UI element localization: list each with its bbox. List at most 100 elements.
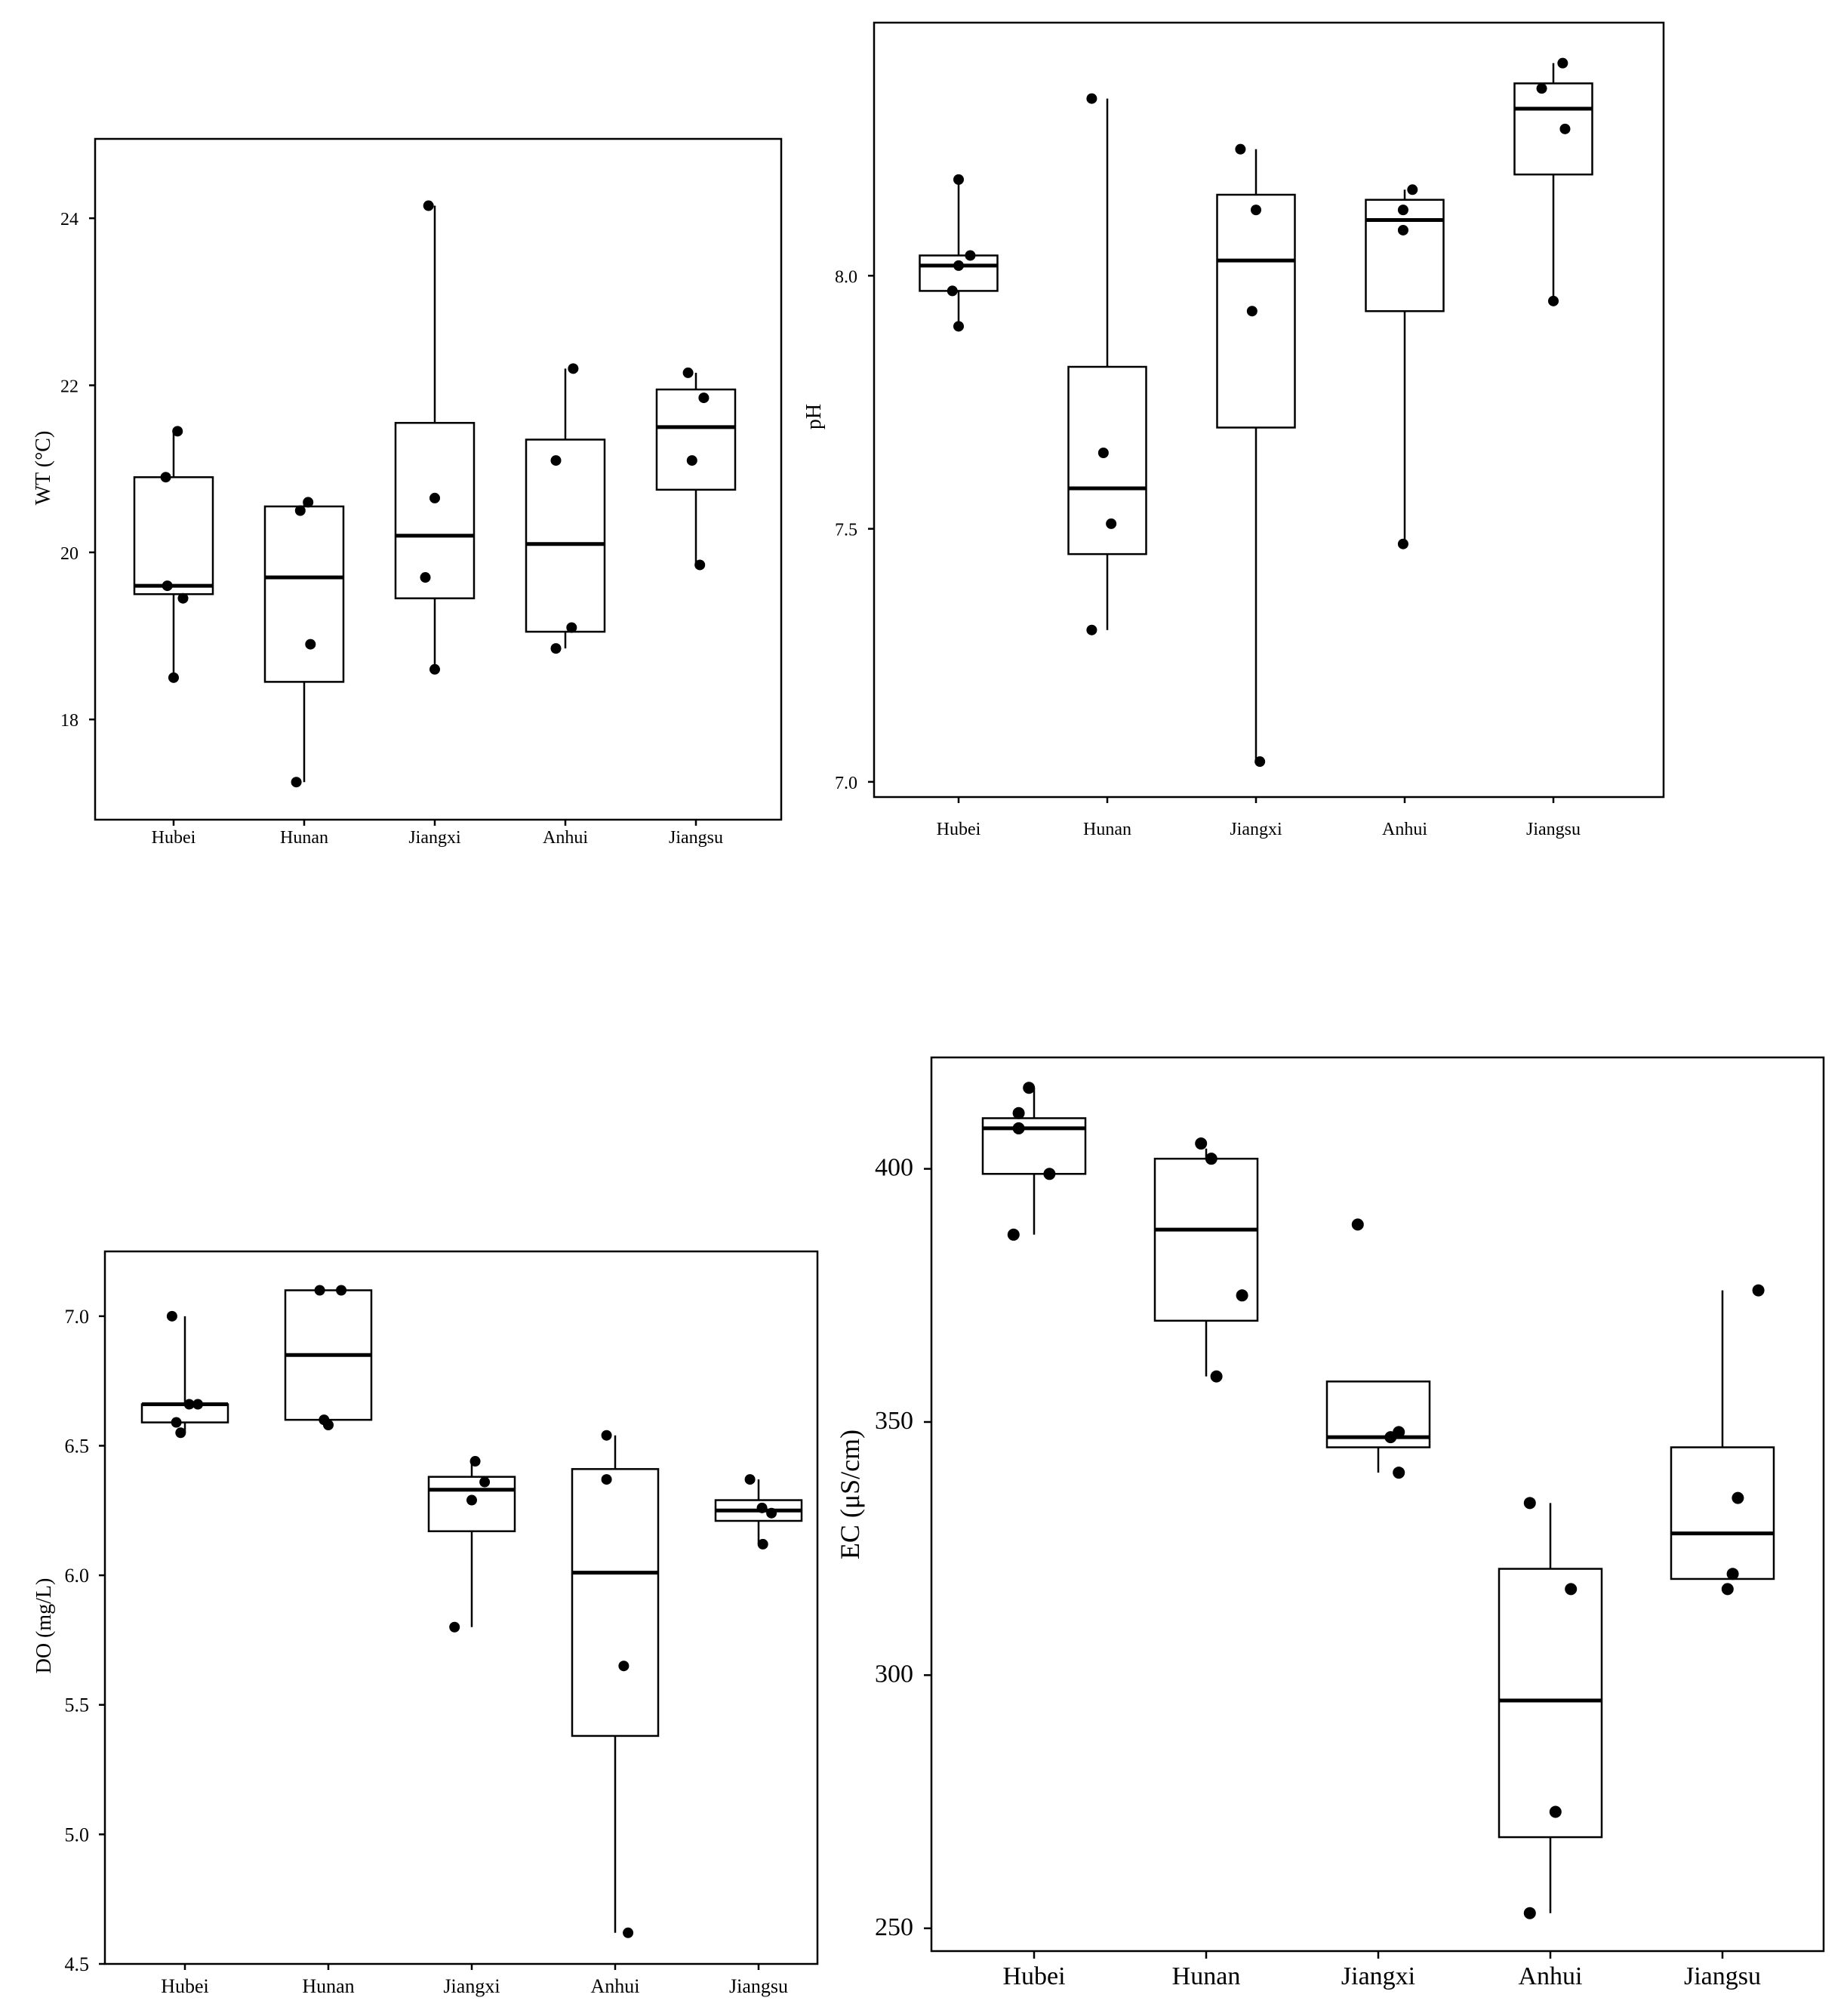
box-iqr xyxy=(919,254,999,292)
plot-frame xyxy=(930,1056,1825,1953)
data-point xyxy=(1523,1497,1536,1510)
data-point xyxy=(550,455,562,466)
y-tick-label: 7.0 xyxy=(65,1306,90,1328)
data-point xyxy=(953,321,964,332)
y-tick-label: 22 xyxy=(60,377,78,396)
data-point xyxy=(479,1476,491,1488)
y-axis-label: EC (μS/cm) xyxy=(835,1430,865,1559)
x-tick-label: Hunan xyxy=(1172,1962,1241,1990)
data-point xyxy=(172,426,183,437)
plot-frame xyxy=(873,21,1665,799)
y-axis-label: WT (°C) xyxy=(32,431,55,506)
y-tick-label: 6.0 xyxy=(65,1565,90,1587)
box-iqr xyxy=(571,1468,660,1737)
data-point xyxy=(1407,184,1418,195)
y-tick-label: 7.0 xyxy=(835,774,857,793)
data-point xyxy=(429,492,440,503)
box-iqr xyxy=(525,439,606,633)
data-point xyxy=(1097,448,1109,458)
do-boxplot-panel: 4.5 5.0 5.5 6.0 6.5 7.0 DO (mg/L) Hubei Hunan Jia… xyxy=(32,1250,819,1997)
box-iqr xyxy=(1670,1446,1775,1580)
x-tick-label: Hunan xyxy=(280,828,328,848)
data-point xyxy=(756,1502,768,1513)
plot-frame xyxy=(103,1250,819,1965)
data-point xyxy=(618,1661,630,1672)
data-point xyxy=(1384,1431,1397,1444)
x-tick-label: Hunan xyxy=(1083,820,1131,839)
data-point xyxy=(323,1419,334,1430)
data-point xyxy=(168,672,179,683)
data-point xyxy=(1106,518,1117,529)
data-point xyxy=(947,285,958,297)
x-tick-label: Jiangxi xyxy=(1230,820,1282,839)
x-tick-label: Jiangsu xyxy=(669,828,723,848)
data-point xyxy=(1236,1289,1248,1302)
data-point xyxy=(160,472,171,483)
data-point xyxy=(682,367,694,378)
data-point xyxy=(166,1310,177,1322)
data-point xyxy=(1246,306,1257,317)
data-point xyxy=(314,1285,325,1296)
data-point xyxy=(744,1474,756,1485)
data-point xyxy=(1007,1228,1020,1241)
data-point xyxy=(1235,143,1246,155)
data-point xyxy=(601,1430,612,1441)
data-point xyxy=(469,1456,481,1467)
data-point xyxy=(766,1507,777,1519)
plot-frame xyxy=(94,137,783,821)
data-point xyxy=(1251,205,1261,216)
data-point xyxy=(1726,1568,1739,1580)
y-tick-label: 5.0 xyxy=(65,1824,90,1845)
data-point xyxy=(1565,1583,1578,1596)
x-tick-label: Hunan xyxy=(302,1975,354,1997)
data-point xyxy=(1351,1218,1364,1231)
box-iqr xyxy=(263,505,345,683)
data-point xyxy=(1557,57,1568,69)
data-point xyxy=(1732,1491,1744,1504)
box-iqr xyxy=(981,1117,1087,1175)
data-point xyxy=(1548,295,1559,306)
data-point xyxy=(336,1285,347,1296)
y-tick-label: 20 xyxy=(60,544,78,564)
x-tick-label: Hubei xyxy=(1002,1962,1065,1990)
data-point xyxy=(291,777,302,788)
box-iqr xyxy=(394,422,476,599)
data-point xyxy=(965,250,976,261)
data-point xyxy=(1397,224,1408,235)
data-point xyxy=(162,580,173,592)
data-point xyxy=(466,1494,477,1506)
box-iqr xyxy=(1365,199,1445,312)
wt-boxplot-panel: 18 20 22 24 WT (°C) Hubei Hunan Jiangxi Anhui Jia… xyxy=(32,137,783,848)
x-tick-label: Anhui xyxy=(1519,1962,1583,1990)
data-point xyxy=(175,1427,186,1439)
data-point xyxy=(1523,1907,1536,1919)
y-tick-label: 5.5 xyxy=(65,1694,90,1716)
y-tick-label: 400 xyxy=(875,1154,913,1182)
y-tick-label: 6.5 xyxy=(65,1435,90,1457)
data-point xyxy=(1210,1370,1223,1383)
data-point xyxy=(171,1417,182,1428)
data-point xyxy=(1397,538,1408,549)
data-point xyxy=(686,455,697,466)
data-point xyxy=(305,639,316,650)
data-point xyxy=(1549,1805,1562,1818)
y-tick-label: 350 xyxy=(875,1407,913,1435)
data-point xyxy=(1012,1106,1025,1119)
data-point xyxy=(449,1621,460,1633)
box-iqr xyxy=(655,388,737,491)
x-tick-label: Jiangsu xyxy=(729,1975,788,1997)
y-tick-label: 8.0 xyxy=(835,267,857,287)
data-point xyxy=(1559,123,1571,134)
x-tick-label: Anhui xyxy=(591,1975,640,1997)
x-tick-label: Anhui xyxy=(1382,820,1427,839)
data-point xyxy=(303,497,314,508)
x-tick-label: Jiangxi xyxy=(1341,1962,1415,1990)
y-tick-label: 18 xyxy=(60,711,78,731)
data-point xyxy=(1086,93,1097,104)
y-tick-label: 4.5 xyxy=(65,1953,90,1975)
box-iqr xyxy=(1513,82,1593,176)
y-axis-label: pH xyxy=(802,404,826,429)
data-point xyxy=(623,1927,634,1938)
data-point xyxy=(420,572,431,583)
